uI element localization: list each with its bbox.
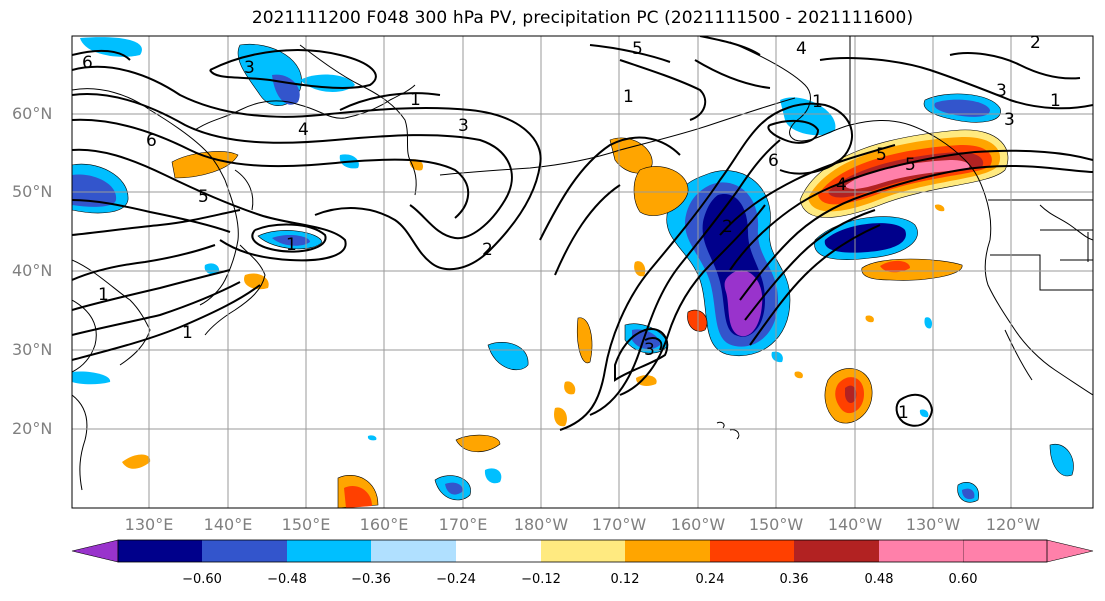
colorbar-tick-label: −0.36 [351, 572, 391, 587]
colorbar-segment [541, 540, 625, 562]
colorbar-tick-label: 0.36 [779, 572, 809, 587]
contour-label: 3 [458, 116, 469, 136]
colorbar-tick-label: −0.24 [436, 572, 476, 587]
contour-label: 4 [836, 175, 847, 195]
colorbar-tick-label: −0.60 [182, 572, 222, 587]
contour-label: 6 [146, 131, 157, 151]
contour-label: 5 [198, 187, 209, 207]
contour-label: 5 [876, 145, 887, 165]
contour-label: 1 [1050, 91, 1061, 111]
colorbar-extend-max [962, 539, 1094, 563]
map-title: 2021111200 F048 300 hPa PV, precipitatio… [251, 8, 914, 28]
lon-label: 160°E [359, 515, 409, 534]
contour-label: 1 [410, 90, 421, 110]
contour-label: 1 [98, 285, 109, 305]
graticule [72, 36, 1093, 508]
lon-label: 150°W [748, 515, 804, 534]
contour-label: 3 [1004, 110, 1015, 130]
lat-label: 60°N [12, 104, 53, 123]
contour-label: 2 [722, 217, 733, 237]
lat-label: 50°N [12, 182, 53, 201]
lon-label: 140°E [203, 515, 253, 534]
lon-label: 130°E [124, 515, 174, 534]
lat-label: 20°N [12, 419, 53, 438]
contour-label: 4 [796, 39, 807, 59]
lon-label: 170°W [591, 515, 647, 534]
colorbar-segment [202, 540, 287, 562]
contour-label: 4 [298, 120, 309, 140]
contour-label: 3 [996, 81, 1007, 101]
colorbar-segment [371, 540, 456, 562]
colorbar-outline [117, 539, 1048, 563]
colorbar-segment [287, 540, 371, 562]
colorbar-segment [794, 540, 879, 562]
plot-border [71, 35, 1094, 509]
contour-label-group: 6 5 4 3 1 6 5 2 1 1 1 3 2 1 1 3 4 5 1 6 … [82, 33, 1061, 423]
colorbar-extend-min [71, 539, 119, 563]
contour-label: 5 [632, 39, 643, 59]
lat-label: 40°N [12, 261, 53, 280]
lon-label: 180°W [513, 515, 569, 534]
contour-label: 1 [812, 92, 823, 112]
contour-label: 3 [244, 58, 255, 78]
lon-label: 170°E [438, 515, 488, 534]
colorbar-segment [710, 540, 794, 562]
contour-label: 1 [182, 323, 193, 343]
colorbar-segment [118, 540, 202, 562]
colorbar-tick-label: −0.12 [521, 572, 561, 587]
colorbar [71, 539, 1094, 563]
colorbar-tick-label: 0.24 [695, 572, 725, 587]
colorbar-tick-label: −0.48 [267, 572, 307, 587]
colorbar-segment [625, 540, 710, 562]
colorbar-tick-label: 0.12 [610, 572, 640, 587]
coastlines [72, 36, 1093, 491]
contour-label: 5 [905, 155, 916, 175]
lon-label: 160°W [670, 515, 726, 534]
contour-label: 6 [768, 151, 779, 171]
contour-label: 1 [286, 235, 297, 255]
contour-label: 1 [623, 87, 634, 107]
contour-label: 6 [82, 53, 93, 73]
lat-label: 30°N [12, 340, 53, 359]
colorbar-segment [456, 540, 541, 562]
contour-label: 3 [644, 340, 655, 360]
lon-label: 140°W [827, 515, 883, 534]
contour-label: 2 [482, 240, 493, 260]
lon-label: 120°W [985, 515, 1041, 534]
contour-label: 1 [898, 403, 909, 423]
contour-label: 2 [1030, 33, 1041, 53]
colorbar-segment [879, 540, 963, 562]
colorbar-tick-label: 0.48 [864, 572, 894, 587]
lon-label: 130°W [905, 515, 961, 534]
colorbar-tick-label: 0.60 [948, 572, 978, 587]
pv-contours [72, 36, 1093, 431]
lon-label: 150°E [281, 515, 331, 534]
